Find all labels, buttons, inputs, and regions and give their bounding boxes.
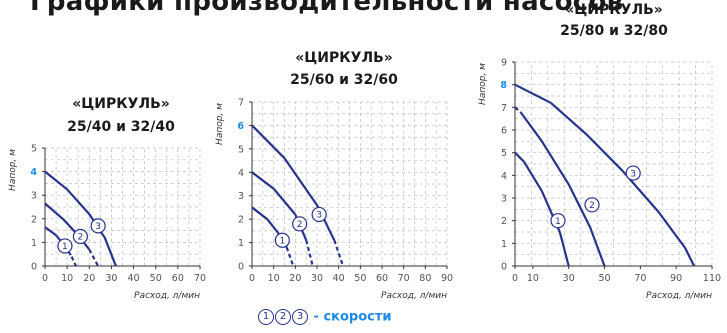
x-tick-label: 50 [150,273,162,284]
speed-3-curve [514,83,696,267]
y-tick-label: 1 [31,238,37,249]
x-tick-label: 70 [398,273,410,284]
y-tick-label: 5 [501,148,507,159]
y-tick-label: 7 [501,103,507,114]
chart-title-line-2: 25/40 и 32/40 [67,119,175,135]
x-tick-label: 90 [441,273,453,284]
speed-1-curve [514,151,570,267]
y-tick-label: 6 [237,121,244,132]
speed-3-curve-dashed [333,239,345,267]
speed-2-marker-label: 2 [297,220,303,230]
x-tick-label: 90 [670,273,682,284]
chart-title-line-1: «ЦИРКУЛЬ» [72,96,170,112]
y-tick-label: 1 [238,238,244,249]
x-axis-label: Расход, л/мин [134,291,200,301]
speed-1-marker-label: 1 [279,236,285,246]
x-tick-label: 60 [376,273,388,284]
chart-title-line-1: «ЦИРКУЛЬ» [565,2,663,18]
chart-title-line-1: «ЦИРКУЛЬ» [295,50,393,66]
x-tick-label: 50 [598,273,610,284]
x-axis-label: Расход, л/мин [381,291,447,301]
x-tick-label: 20 [83,273,95,284]
x-tick-label: 80 [419,273,431,284]
x-tick-label: 20 [289,273,301,284]
speed-3-marker-label: 3 [630,169,636,179]
y-tick-label: 3 [238,191,244,202]
chart-2: «ЦИРКУЛЬ»25/60 и 32/600 10 20 30 40 50 60 70 80 9… [215,50,453,301]
x-tick-label: 30 [563,273,575,284]
y-tick-label: 4 [238,168,244,179]
y-tick-label: 9 [501,58,507,69]
chart-title-line-2: 25/80 и 32/80 [560,23,668,39]
speed-3-marker [90,218,106,234]
x-tick-label: 10 [268,273,280,284]
x-axis-label: Расход, л/мин [646,291,712,301]
legend-text: - скорости [313,309,392,325]
x-tick-label: 30 [105,273,117,284]
speed-2-curve [519,111,606,267]
speed-2-curve-dashed [305,239,314,267]
legend-marker-1: 1 [258,309,274,325]
y-tick-label: 2 [501,216,507,227]
y-tick-label: 1 [501,239,507,250]
speed-2-marker [72,228,89,245]
chart-1: «ЦИРКУЛЬ»25/40 и 32/400 10 20 30 40 50 60 70012… [8,96,206,301]
chart-title-line-2: 25/60 и 32/60 [290,72,398,88]
speed-1-marker [274,232,290,248]
speed-2-curve-dashed [88,248,100,267]
speed-2-marker-label: 2 [78,233,84,243]
speed-2-marker-label: 2 [589,201,595,211]
y-tick-label: 2 [238,215,244,226]
y-tick-label: 3 [31,191,37,202]
y-tick-label: 4 [501,171,507,182]
y-tick-label: 4 [30,167,37,178]
y-axis-label: Напор, м [478,63,488,105]
x-tick-label: 30 [311,273,323,284]
y-tick-label: 7 [238,98,244,109]
y-tick-label: 3 [501,194,507,205]
speed-3-marker [311,206,327,223]
y-tick-label: 2 [31,214,37,225]
speed-1-marker-label: 1 [555,217,561,227]
speed-3-marker [625,165,641,181]
y-axis-label: Напор, м [8,149,18,191]
x-tick-label: 10 [527,273,539,284]
x-tick-label: 40 [333,273,345,284]
x-tick-label: 60 [172,273,184,284]
x-tick-label: 70 [634,273,646,284]
x-tick-label: 10 [61,273,73,284]
y-tick-label: 0 [501,262,507,273]
speed-1-marker [550,213,566,229]
x-tick-label: 0 [249,273,255,284]
speed-2-marker [292,216,308,232]
x-tick-label: 50 [354,273,366,284]
speed-1-curve-dashed [285,246,295,267]
speed-2-curve-dashed [514,106,522,113]
x-tick-label: 110 [703,273,721,284]
speed-3-curve [44,170,117,267]
legend-marker-2: 2 [275,309,291,325]
x-tick-label: 0 [42,273,48,284]
y-axis-label: Напор, м [215,103,225,145]
speed-1-marker-label: 1 [62,242,68,252]
speed-3-marker-label: 3 [316,211,322,221]
chart-3: «ЦИРКУЛЬ» 25/80 и 32/80 0 10 30 50 70 90 110 0 1 2 3… [478,2,721,301]
page-heading: Графики производительности насосов [30,0,624,17]
x-tick-label: 0 [512,273,518,284]
x-tick-label: 40 [128,273,140,284]
y-tick-label: 0 [31,262,37,273]
y-tick-label: 5 [31,144,37,155]
x-tick-label: 70 [194,273,206,284]
speed-3-marker-label: 3 [95,222,101,232]
speed-1-marker [57,238,73,254]
y-tick-label: 8 [500,80,507,91]
y-tick-label: 0 [238,262,244,273]
speed-2-marker [584,197,600,213]
y-tick-label: 6 [501,126,507,137]
legend-marker-3: 3 [292,309,308,325]
y-tick-label: 5 [238,144,244,155]
